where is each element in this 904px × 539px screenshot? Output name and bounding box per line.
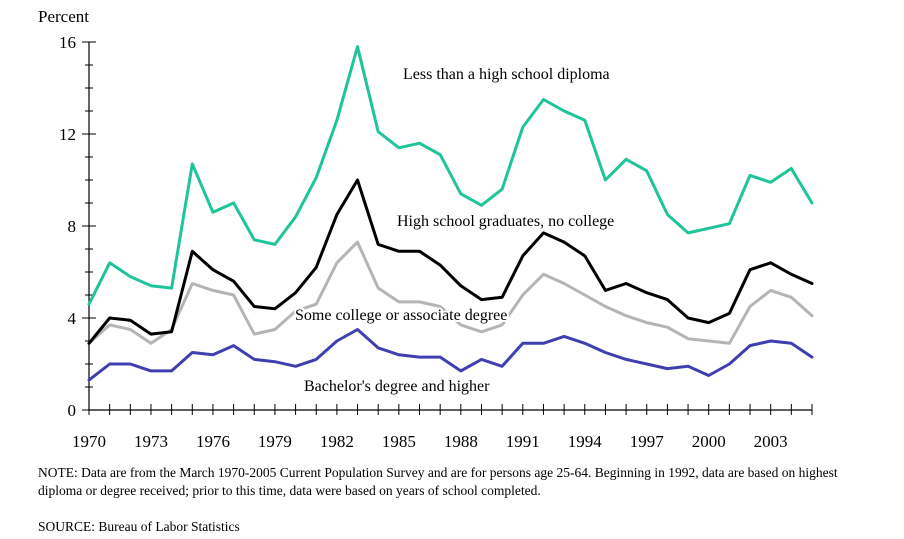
x-tick-label: 1988	[444, 432, 478, 451]
y-tick-label: 4	[68, 309, 77, 328]
x-tick-label: 2000	[692, 432, 726, 451]
series-annotation: Some college or associate degree	[295, 307, 507, 324]
y-tick-label: 8	[68, 217, 77, 236]
x-tick-label: 1982	[320, 432, 354, 451]
x-tick-label: 1991	[506, 432, 540, 451]
series-annotation: Less than a high school diploma	[403, 66, 610, 83]
x-tick-label: 1997	[630, 432, 665, 451]
line-chart: Percent 0 4 8 12 16 1970 1973 1976 1979 1982 1985 1…	[38, 7, 814, 451]
x-tick-label: 1976	[196, 432, 230, 451]
y-tick-label: 0	[68, 401, 77, 420]
y-axis-label: Percent	[38, 7, 89, 26]
y-tick-label: 16	[59, 33, 76, 52]
note-text: NOTE: Data are from the March 1970-2005 …	[38, 465, 838, 498]
x-tick-label: 2003	[754, 432, 788, 451]
series-line-3	[87, 328, 814, 382]
series-annotation: Bachelor's degree and higher	[304, 378, 490, 395]
series-line-0	[87, 45, 814, 306]
x-tick-label: 1973	[134, 432, 168, 451]
series-line-1	[87, 178, 814, 345]
x-tick-label: 1970	[72, 432, 106, 451]
source-text: SOURCE: Bureau of Labor Statistics	[38, 519, 240, 534]
x-tick-label: 1994	[568, 432, 603, 451]
series-group	[87, 45, 814, 382]
series-annotation: High school graduates, no college	[397, 213, 614, 230]
annotations: Less than a high school diploma High scho…	[293, 66, 614, 395]
x-tick-label: 1985	[382, 432, 416, 451]
x-tick-label: 1979	[258, 432, 292, 451]
series-line-2	[87, 240, 814, 345]
y-tick-label: 12	[59, 125, 76, 144]
axes: 0 4 8 12 16 1970 1973 1976 1979 1982 1985 1988 1991 1…	[59, 33, 813, 451]
